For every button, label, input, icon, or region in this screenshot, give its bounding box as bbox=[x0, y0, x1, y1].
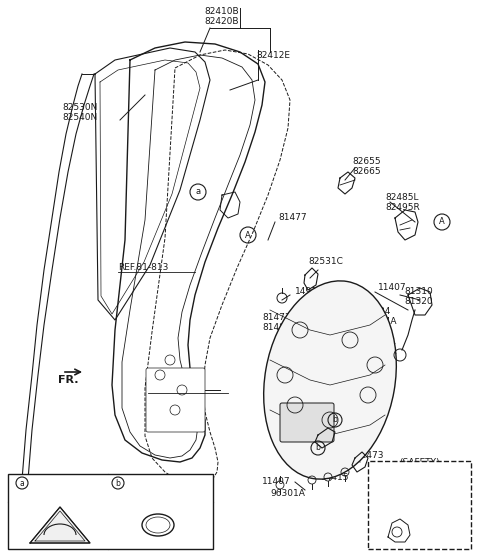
Text: REF.60-760: REF.60-760 bbox=[148, 384, 198, 393]
Text: 82530N: 82530N bbox=[62, 104, 97, 113]
Text: 1491AD: 1491AD bbox=[295, 287, 331, 296]
Text: 82655: 82655 bbox=[352, 158, 381, 167]
Text: a: a bbox=[20, 478, 24, 487]
Text: b: b bbox=[116, 478, 120, 487]
FancyBboxPatch shape bbox=[8, 474, 213, 549]
Text: A: A bbox=[245, 231, 251, 240]
Text: 82485L: 82485L bbox=[385, 193, 419, 203]
Text: 81483A: 81483A bbox=[262, 324, 297, 333]
Text: 81320: 81320 bbox=[404, 297, 432, 306]
Polygon shape bbox=[30, 507, 90, 543]
Text: 81310: 81310 bbox=[404, 287, 433, 296]
FancyBboxPatch shape bbox=[146, 368, 205, 432]
Text: (SAFETY): (SAFETY) bbox=[400, 457, 440, 467]
Text: 82450L: 82450L bbox=[408, 470, 442, 478]
Text: 82495R: 82495R bbox=[385, 203, 420, 213]
Text: 82540N: 82540N bbox=[62, 114, 97, 123]
Text: 82481R: 82481R bbox=[362, 348, 397, 356]
Text: A: A bbox=[439, 217, 445, 227]
Text: 94415: 94415 bbox=[320, 473, 348, 482]
Text: 1731JE: 1731JE bbox=[128, 478, 159, 487]
Text: 96111A: 96111A bbox=[32, 478, 67, 487]
Text: 96301A: 96301A bbox=[271, 490, 305, 499]
Text: 82410B: 82410B bbox=[204, 7, 240, 17]
Text: 82460R: 82460R bbox=[408, 480, 443, 488]
Text: WARNING: WARNING bbox=[50, 538, 70, 542]
Text: 82531C: 82531C bbox=[308, 257, 343, 266]
Text: 11407: 11407 bbox=[262, 477, 290, 486]
Text: 82473: 82473 bbox=[355, 451, 384, 460]
Text: 82460R: 82460R bbox=[345, 421, 380, 429]
Text: FR.: FR. bbox=[58, 375, 79, 385]
FancyBboxPatch shape bbox=[280, 403, 334, 442]
Text: 82665: 82665 bbox=[352, 168, 381, 177]
Text: a: a bbox=[195, 188, 201, 197]
Text: REF.81-813: REF.81-813 bbox=[118, 263, 168, 272]
Text: 82484: 82484 bbox=[362, 307, 390, 316]
FancyBboxPatch shape bbox=[368, 461, 471, 549]
Text: 11407: 11407 bbox=[378, 284, 407, 292]
Text: 82420B: 82420B bbox=[205, 17, 239, 27]
Text: 82494A: 82494A bbox=[362, 317, 396, 326]
Text: 81473E: 81473E bbox=[262, 314, 296, 323]
Text: b: b bbox=[333, 416, 337, 424]
Ellipse shape bbox=[264, 281, 396, 479]
Text: 81477: 81477 bbox=[278, 213, 307, 222]
Text: b: b bbox=[315, 443, 321, 452]
Text: 82412E: 82412E bbox=[256, 51, 290, 60]
Text: 82471L: 82471L bbox=[362, 338, 396, 346]
